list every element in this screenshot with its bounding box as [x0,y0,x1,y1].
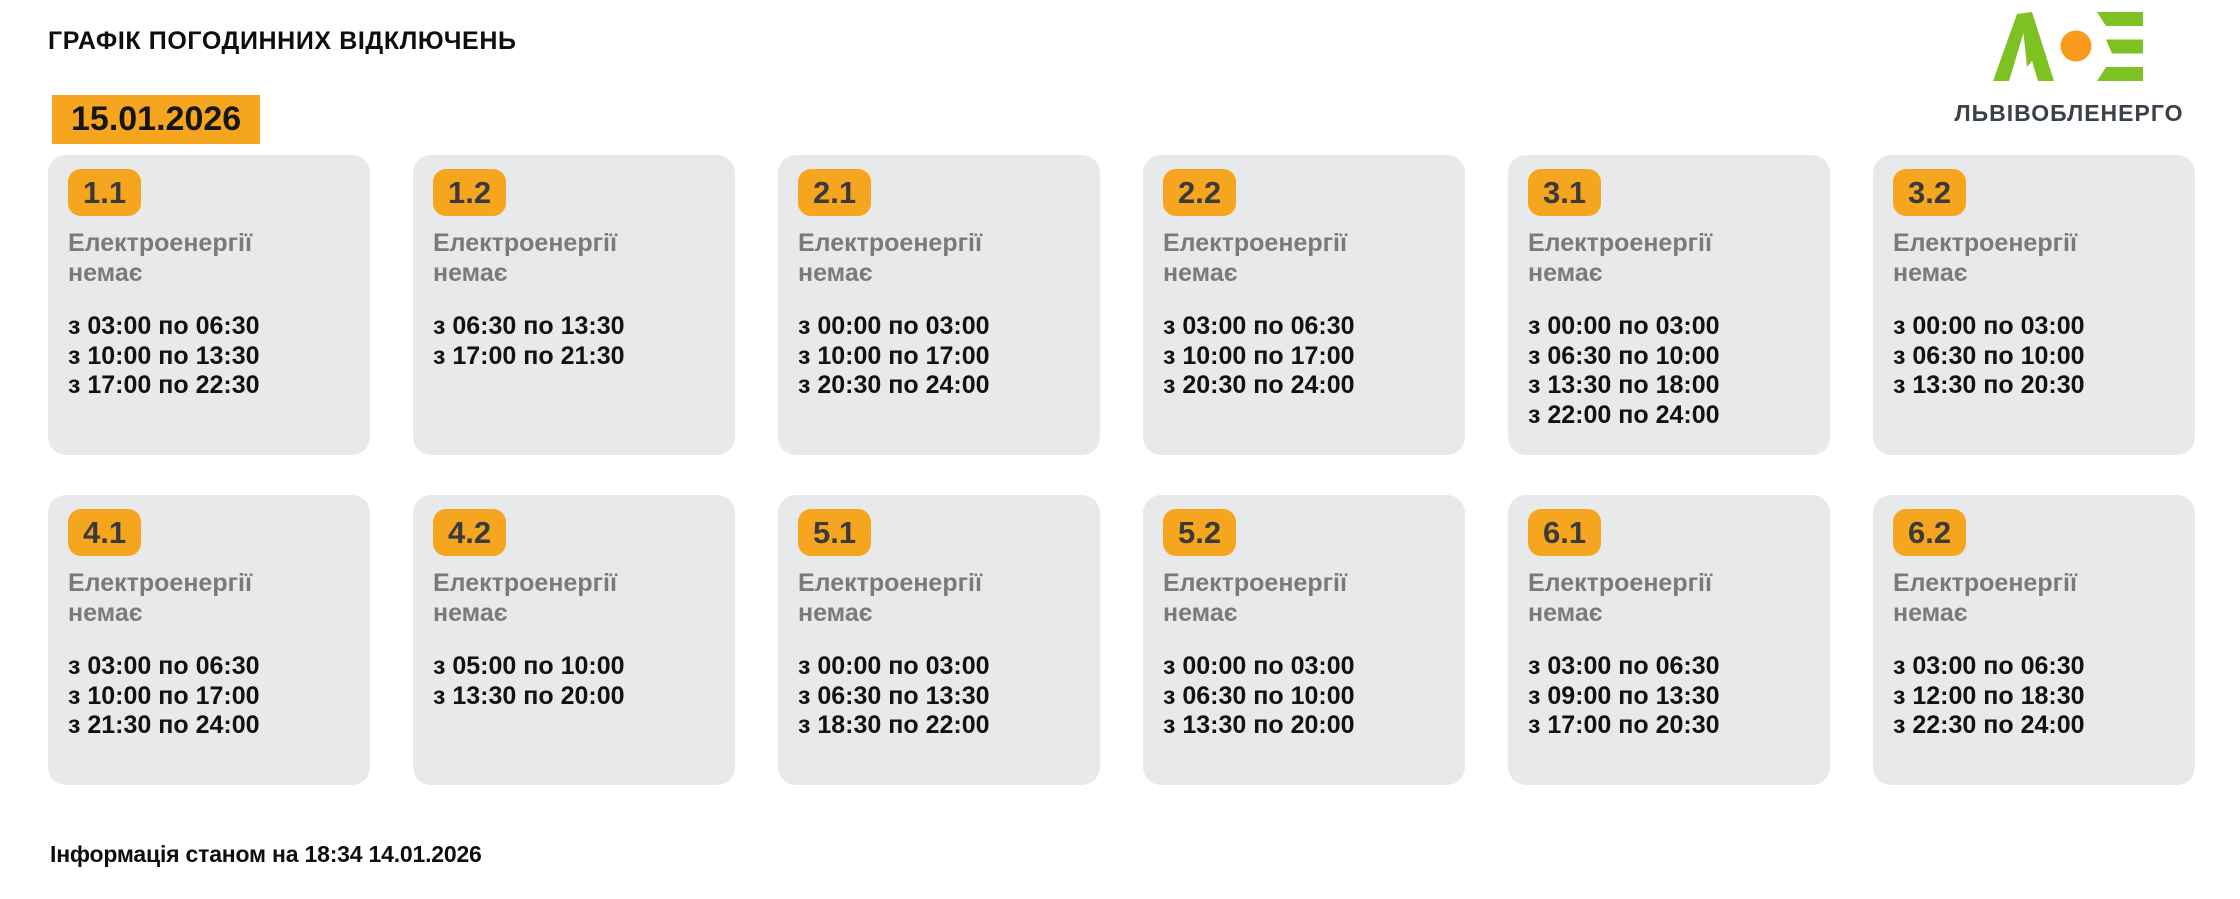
outage-interval: з 06:30 по 10:00 [1528,341,1720,370]
group-card: 3.2 Електроенергії немає з 00:00 по 03:0… [1873,155,2195,455]
outage-interval: з 13:30 по 20:30 [1893,371,2085,400]
outage-times: з 03:00 по 06:30 з 10:00 по 17:00 з 21:30 … [68,652,350,741]
group-badge: 6.1 [1528,509,1602,557]
group-card: 6.2 Електроенергії немає з 03:00 по 06:3… [1873,495,2195,785]
outage-interval: з 13:30 по 20:00 [433,681,625,710]
page-title: ГРАФІК ПОГОДИННИХ ВІДКЛЮЧЕНЬ [48,27,517,55]
loe-lambda-dot-e-icon [1993,12,2143,81]
no-power-label: Електроенергії немає [68,569,252,628]
group-badge: 4.1 [68,509,142,557]
outage-interval: з 03:00 по 06:30 [68,652,260,681]
outage-interval: з 22:30 по 24:00 [1893,711,2085,740]
group-badge: 6.2 [1893,509,1967,557]
outage-times: з 03:00 по 06:30 з 09:00 по 13:30 з 17:00 … [1528,652,1810,741]
outage-interval: з 06:30 по 13:30 [433,312,625,341]
no-power-label: Електроенергії немає [1893,229,2077,288]
group-badge: 2.2 [1163,169,1237,217]
outage-interval: з 00:00 по 03:00 [1163,652,1355,681]
group-card: 5.1 Електроенергії немає з 00:00 по 03:0… [778,495,1100,785]
group-badge: 3.1 [1528,169,1602,217]
outage-interval: з 21:30 по 24:00 [68,711,260,740]
outage-interval: з 06:30 по 10:00 [1893,341,2085,370]
no-power-label: Електроенергії немає [798,569,982,628]
group-card: 2.2 Електроенергії немає з 03:00 по 06:3… [1143,155,1465,455]
outage-times: з 03:00 по 06:30 з 10:00 по 13:30 з 17:00 … [68,312,350,401]
group-card: 4.2 Електроенергії немає з 05:00 по 10:0… [413,495,735,785]
outage-interval: з 10:00 по 13:30 [68,341,260,370]
outage-interval: з 00:00 по 03:00 [798,312,990,341]
outage-interval: з 03:00 по 06:30 [68,312,260,341]
outage-interval: з 00:00 по 03:00 [1893,312,2085,341]
groups-grid: 1.1 Електроенергії немає з 03:00 по 06:3… [48,155,2196,785]
outage-interval: з 00:00 по 03:00 [798,652,990,681]
outage-interval: з 20:30 по 24:00 [1163,371,1355,400]
outage-interval: з 06:30 по 13:30 [798,681,990,710]
outage-interval: з 03:00 по 06:30 [1528,652,1720,681]
outage-times: з 00:00 по 03:00 з 06:30 по 10:00 з 13:30 … [1163,652,1445,741]
group-badge: 1.2 [433,169,507,217]
outage-interval: з 20:30 по 24:00 [798,371,990,400]
company-logo: ЛЬВІВОБЛЕНЕРГО [1944,12,2194,127]
outage-interval: з 13:30 по 20:00 [1163,711,1355,740]
group-card: 5.2 Електроенергії немає з 00:00 по 03:0… [1143,495,1465,785]
group-badge: 5.1 [798,509,872,557]
no-power-label: Електроенергії немає [1528,229,1712,288]
group-card: 4.1 Електроенергії немає з 03:00 по 06:3… [48,495,370,785]
outage-interval: з 00:00 по 03:00 [1528,312,1720,341]
group-badge: 3.2 [1893,169,1967,217]
info-timestamp: Інформація станом на 18:34 14.01.2026 [50,841,482,867]
no-power-label: Електроенергії немає [433,229,617,288]
outage-times: з 05:00 по 10:00 з 13:30 по 20:00 [433,652,715,711]
outage-times: з 00:00 по 03:00 з 06:30 по 10:00 з 13:30 … [1893,312,2175,401]
outage-interval: з 06:30 по 10:00 [1163,681,1355,710]
outage-interval: з 09:00 по 13:30 [1528,681,1720,710]
no-power-label: Електроенергії немає [68,229,252,288]
outage-interval: з 22:00 по 24:00 [1528,400,1720,429]
company-name: ЛЬВІВОБЛЕНЕРГО [1954,100,2184,126]
outage-times: з 03:00 по 06:30 з 10:00 по 17:00 з 20:30 … [1163,312,1445,401]
outage-times: з 00:00 по 03:00 з 06:30 по 13:30 з 18:30 … [798,652,1080,741]
outage-interval: з 05:00 по 10:00 [433,652,625,681]
group-card: 2.1 Електроенергії немає з 00:00 по 03:0… [778,155,1100,455]
outage-interval: з 18:30 по 22:00 [798,711,990,740]
group-card: 3.1 Електроенергії немає з 00:00 по 03:0… [1508,155,1830,455]
outage-interval: з 10:00 по 17:00 [798,341,990,370]
schedule-date-badge: 15.01.2026 [52,95,261,144]
outage-interval: з 17:00 по 22:30 [68,371,260,400]
outage-interval: з 03:00 по 06:30 [1893,652,2085,681]
group-card: 6.1 Електроенергії немає з 03:00 по 06:3… [1508,495,1830,785]
group-card: 1.2 Електроенергії немає з 06:30 по 13:3… [413,155,735,455]
no-power-label: Електроенергії немає [1528,569,1712,628]
no-power-label: Електроенергії немає [1893,569,2077,628]
outage-interval: з 03:00 по 06:30 [1163,312,1355,341]
group-badge: 2.1 [798,169,872,217]
outage-times: з 00:00 по 03:00 з 10:00 по 17:00 з 20:30 … [798,312,1080,401]
outage-interval: з 12:00 по 18:30 [1893,681,2085,710]
no-power-label: Електроенергії немає [433,569,617,628]
outage-times: з 00:00 по 03:00 з 06:30 по 10:00 з 13:30 … [1528,312,1810,430]
outage-interval: з 10:00 по 17:00 [68,681,260,710]
outage-interval: з 17:00 по 20:30 [1528,711,1720,740]
outage-times: з 03:00 по 06:30 з 12:00 по 18:30 з 22:30 … [1893,652,2175,741]
outage-interval: з 13:30 по 18:00 [1528,371,1720,400]
no-power-label: Електроенергії немає [1163,229,1347,288]
outage-times: з 06:30 по 13:30 з 17:00 по 21:30 [433,312,715,371]
no-power-label: Електроенергії немає [798,229,982,288]
no-power-label: Електроенергії немає [1163,569,1347,628]
outage-interval: з 17:00 по 21:30 [433,341,625,370]
group-card: 1.1 Електроенергії немає з 03:00 по 06:3… [48,155,370,455]
group-badge: 4.2 [433,509,507,557]
group-badge: 1.1 [68,169,142,217]
outage-interval: з 10:00 по 17:00 [1163,341,1355,370]
group-badge: 5.2 [1163,509,1237,557]
